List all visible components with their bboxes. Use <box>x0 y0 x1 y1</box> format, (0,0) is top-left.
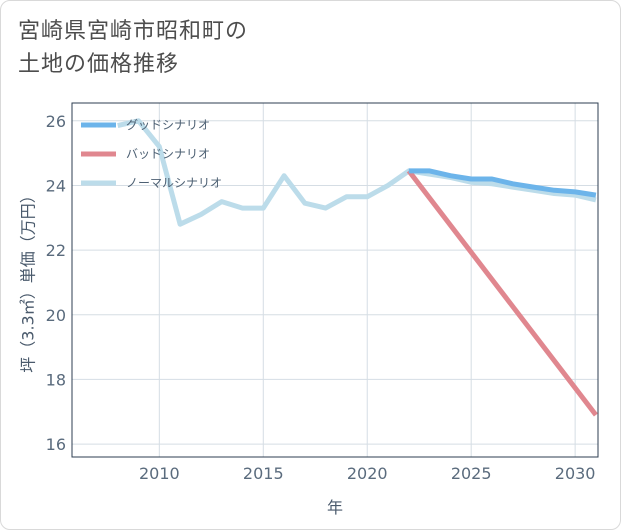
x-tick-label: 2020 <box>347 464 388 483</box>
y-axis-title: 坪（3.3㎡）単価（万円） <box>19 187 38 372</box>
series-layer <box>117 118 598 417</box>
tick-labels: 2010 2015 2020 2025 2030 16 18 20 22 24 26 <box>46 112 596 483</box>
x-tick-label: 2030 <box>555 464 596 483</box>
chart-title-line-1: 宮崎県宮崎市昭和町の <box>18 19 249 44</box>
normal-scenario-line <box>117 118 597 227</box>
chart-title: 宮崎県宮崎市昭和町の 土地の価格推移 <box>18 15 248 81</box>
good-scenario-line <box>408 168 597 198</box>
y-tick-label: 20 <box>46 306 66 325</box>
x-tick-label: 2015 <box>243 464 284 483</box>
chart-title-line-2: 土地の価格推移 <box>18 52 180 77</box>
plot-frame <box>71 102 599 458</box>
x-axis-title: 年 <box>327 498 343 517</box>
normal-scenario-legend-label: ノーマルシナリオ <box>126 176 222 190</box>
y-tick-label: 18 <box>46 370 66 389</box>
y-tick-label: 24 <box>46 176 66 195</box>
x-tick-label: 2025 <box>451 464 492 483</box>
y-tick-label: 26 <box>46 112 66 131</box>
x-tick-label: 2010 <box>139 464 180 483</box>
bad-scenario-legend-label: バッドシナリオ <box>126 147 210 161</box>
good-scenario-legend-label: グッドシナリオ <box>126 118 210 132</box>
bad-scenario-line <box>406 169 598 417</box>
y-tick-label: 16 <box>46 435 66 454</box>
y-tick-label: 22 <box>46 241 66 260</box>
series-lines <box>117 118 598 417</box>
